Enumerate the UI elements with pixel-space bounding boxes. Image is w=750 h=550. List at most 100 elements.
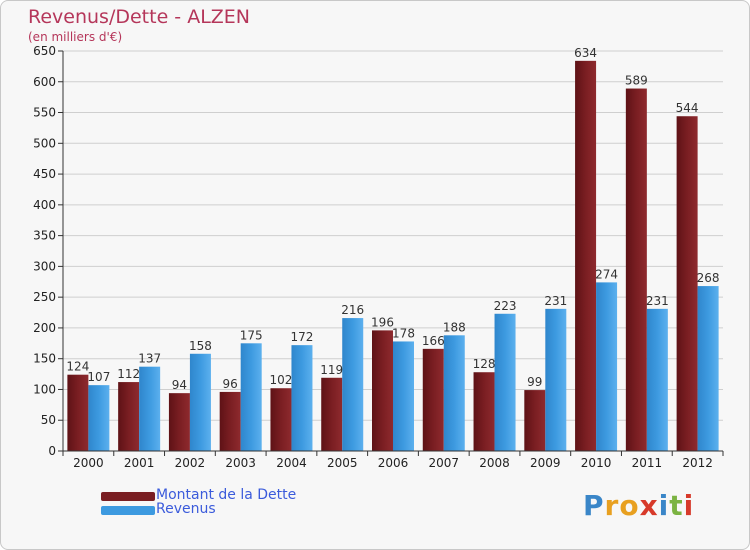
data-label-revenue: 137 [138, 352, 161, 366]
data-label-revenue: 175 [240, 328, 263, 342]
logo-letter: o [619, 489, 640, 522]
data-label-debt: 112 [117, 367, 140, 381]
data-label-debt: 102 [270, 373, 293, 387]
x-tick-label: 2001 [124, 456, 155, 470]
y-tick-label: 500 [33, 136, 56, 150]
bar-revenue [494, 313, 516, 451]
bar-debt [168, 393, 190, 451]
y-tick-label: 600 [33, 75, 56, 89]
y-tick-label: 50 [41, 413, 56, 427]
x-tick-label: 2000 [73, 456, 104, 470]
bar-debt [625, 88, 647, 452]
y-tick-label: 0 [48, 444, 56, 458]
proxiti-logo: Proxiti [583, 489, 694, 522]
bar-revenue [291, 345, 313, 451]
bar-revenue [697, 286, 719, 451]
logo-letter: P [583, 489, 605, 522]
bar-debt [270, 388, 292, 451]
bar-debt [372, 330, 393, 451]
bar-debt [575, 60, 597, 451]
bar-revenue [646, 308, 668, 451]
x-tick-label: 2008 [479, 456, 510, 470]
data-label-revenue: 188 [443, 320, 466, 334]
data-label-revenue: 172 [291, 330, 314, 344]
chart-title: Revenus/Dette - ALZEN [28, 6, 251, 28]
data-label-revenue: 158 [189, 339, 212, 353]
legend-label-revenue: Revenus [156, 501, 216, 517]
bar-revenue [596, 282, 618, 451]
bar-revenue [443, 335, 465, 451]
bar-debt [67, 374, 89, 451]
x-tick-label: 2002 [175, 456, 206, 470]
bar-revenue [88, 385, 110, 451]
bar-debt [473, 372, 495, 451]
data-label-revenue: 231 [646, 294, 669, 308]
bars [67, 60, 719, 452]
data-label-debt: 94 [172, 378, 187, 392]
data-label-revenue: 223 [494, 299, 517, 313]
y-tick-label: 350 [33, 229, 56, 243]
bar-debt [676, 116, 698, 451]
y-tick-label: 550 [33, 106, 56, 120]
chart-subtitle: (en milliers d'€) [28, 30, 123, 44]
x-tick-label: 2007 [428, 456, 459, 470]
bar-revenue [139, 366, 161, 451]
grid-lines [63, 50, 723, 452]
x-tick-label: 2005 [327, 456, 358, 470]
data-label-revenue: 216 [341, 303, 364, 317]
x-tick-label: 2004 [276, 456, 307, 470]
bar-revenue [393, 341, 414, 451]
x-tick-label: 2009 [530, 456, 561, 470]
data-label-debt: 119 [320, 363, 343, 377]
data-label-debt: 128 [473, 357, 496, 371]
data-label-debt: 166 [422, 334, 445, 348]
data-label-debt: 99 [527, 375, 542, 389]
bar-revenue [240, 343, 262, 451]
legend-swatch-debt [101, 492, 155, 501]
y-tick-label: 200 [33, 321, 56, 335]
bar-debt [118, 382, 140, 451]
x-tick-label: 2010 [581, 456, 612, 470]
logo-letter: t [669, 489, 684, 522]
bar-revenue [545, 308, 567, 451]
y-tick-label: 100 [33, 382, 56, 396]
y-tick-label: 250 [33, 290, 56, 304]
bar-revenue [189, 353, 211, 451]
x-axis: 2000 2001 2002 2003 2004 2005 2006 2007 2008 2009… [62, 450, 724, 470]
x-tick-label: 2012 [682, 456, 713, 470]
y-tick-label: 650 [33, 44, 56, 58]
legend-swatch-revenue [101, 506, 155, 515]
bar-revenue [342, 318, 364, 451]
x-tick-label: 2006 [378, 456, 409, 470]
logo-letter: i [658, 489, 670, 522]
y-tick-label: 300 [33, 259, 56, 273]
y-tick-label: 400 [33, 198, 56, 212]
data-label-revenue: 107 [87, 370, 110, 384]
data-label-debt: 589 [625, 74, 648, 88]
data-label-debt: 196 [371, 315, 394, 329]
data-label-debt: 124 [66, 360, 89, 374]
y-axis: 0 50 100 150 200 250 300 350 400 450 500 550 600 650 [33, 44, 64, 458]
data-label-debt: 544 [676, 101, 699, 115]
bar-debt [524, 390, 546, 451]
logo-letter: x [639, 489, 659, 522]
y-tick-label: 450 [33, 167, 56, 181]
data-label-revenue: 268 [697, 271, 720, 285]
data-label-debt: 634 [574, 46, 597, 60]
y-tick-label: 150 [33, 352, 56, 366]
data-label-revenue: 178 [392, 326, 415, 340]
bar-debt [219, 391, 241, 451]
logo-letter: i [683, 489, 695, 522]
x-tick-label: 2003 [225, 456, 256, 470]
data-label-debt: 96 [223, 377, 238, 391]
legend-label-debt: Montant de la Dette [156, 487, 297, 503]
data-label-revenue: 231 [544, 294, 567, 308]
x-tick-label: 2011 [632, 456, 663, 470]
bar-debt [321, 377, 343, 451]
bar-debt [422, 348, 444, 451]
logo-letter: r [604, 489, 620, 522]
data-label-revenue: 274 [595, 267, 618, 281]
